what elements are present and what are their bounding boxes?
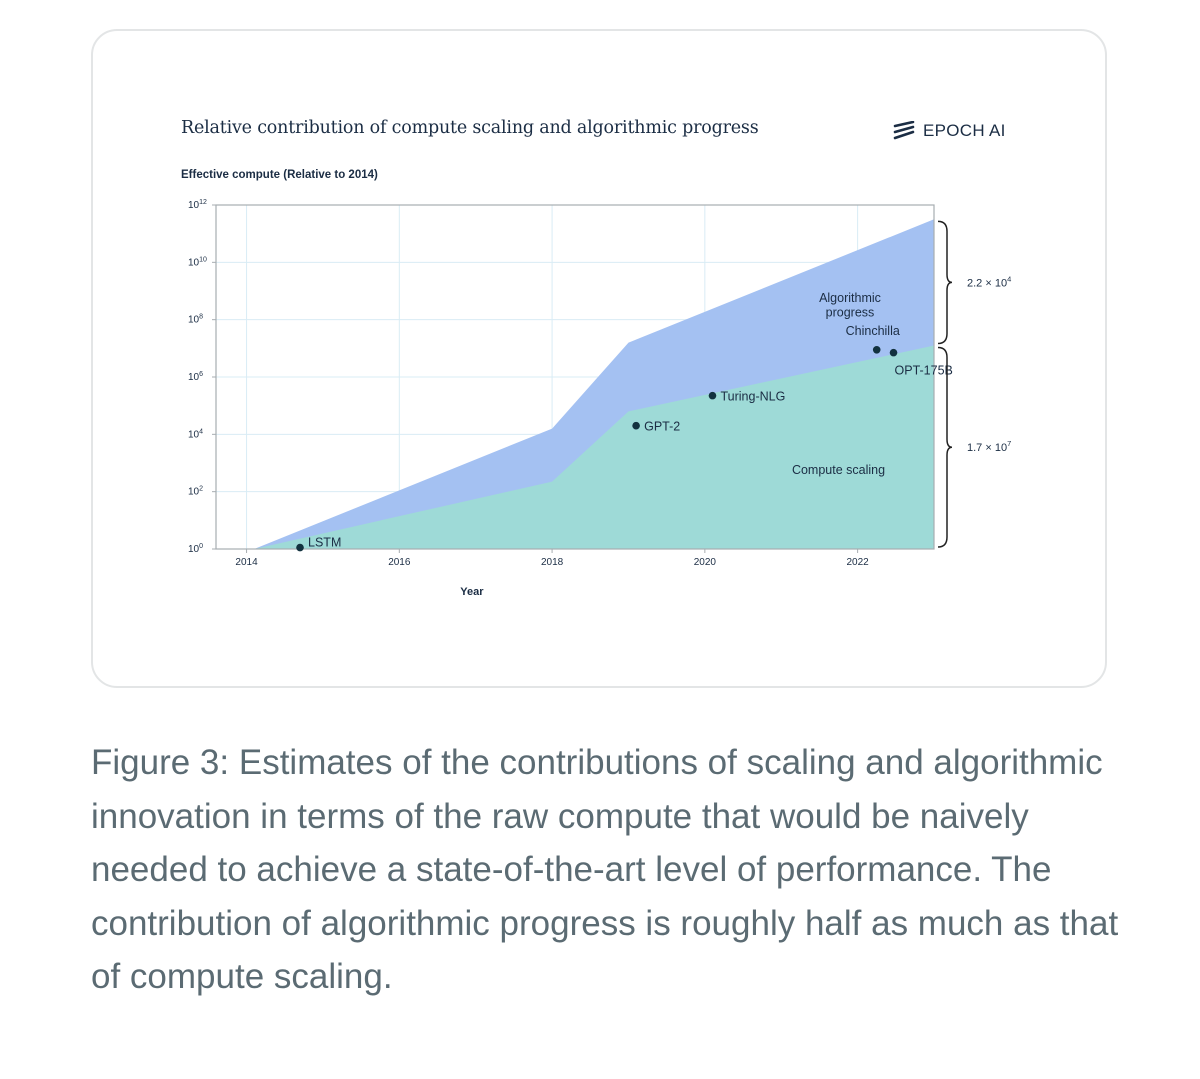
series-label: Compute scaling (792, 463, 885, 477)
compute-scaling-area (254, 345, 934, 549)
epoch-logo-icon (893, 121, 915, 140)
factor-annotation: 1.7 × 107 (967, 439, 1011, 454)
x-tick-label: 2014 (235, 557, 258, 568)
y-axis-title: Effective compute (Relative to 2014) (181, 169, 378, 181)
chart-title: Relative contribution of compute scaling… (181, 118, 759, 138)
figure-card (91, 29, 1107, 688)
chart-canvas: 2014 2016 2018 2020 2022 100 102 104 106 108 1010 1… (188, 199, 1011, 598)
y-tick-label: 100 (188, 543, 203, 555)
series-label: progress (826, 306, 875, 320)
brand-name: EPOCH AI (923, 121, 1006, 140)
x-tick-label: 2018 (541, 557, 564, 568)
model-point-label: Chinchilla (846, 324, 900, 338)
x-tick-label: 2022 (846, 557, 869, 568)
model-point-lstm (296, 543, 304, 552)
x-axis-title: Year (460, 586, 484, 598)
model-point-turing-nlg (708, 391, 717, 400)
bracket (937, 346, 953, 548)
y-tick-label: 102 (188, 486, 203, 498)
model-point-label: GPT-2 (644, 420, 680, 434)
factor-annotation: 2.2 × 104 (967, 274, 1011, 289)
y-tick-label: 104 (188, 428, 203, 440)
x-tick-label: 2016 (388, 557, 411, 568)
series-label: Algorithmic (819, 291, 881, 305)
brand-logo: EPOCH AI (893, 118, 1006, 144)
model-point-chinchilla (872, 345, 881, 354)
model-point-label: LSTM (308, 536, 341, 550)
model-point-opt-175b (889, 348, 898, 357)
y-tick-label: 1010 (188, 256, 207, 268)
bracket (937, 220, 953, 345)
model-point-label: Turing-NLG (720, 390, 785, 404)
y-tick-label: 108 (188, 314, 203, 326)
model-point-label: OPT-175B (895, 364, 953, 378)
model-point-gpt-2 (632, 421, 640, 430)
figure-caption: Figure 3: Estimates of the contributions… (91, 743, 1119, 996)
y-tick-label: 1012 (188, 199, 207, 211)
x-tick-label: 2020 (694, 557, 717, 568)
y-tick-label: 106 (188, 371, 203, 383)
